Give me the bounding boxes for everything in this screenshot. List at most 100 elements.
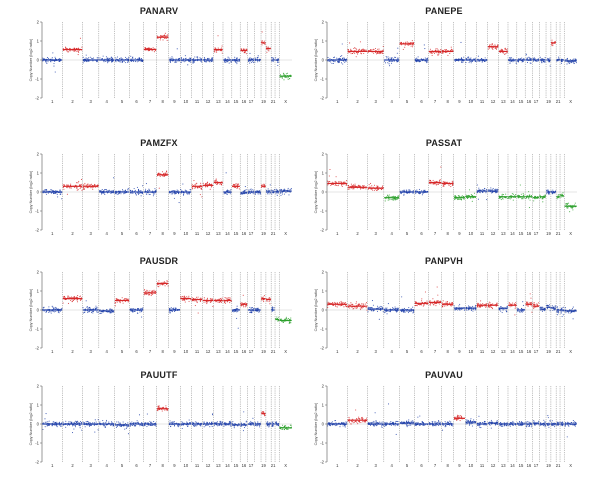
- data-point: [105, 61, 106, 62]
- data-point: [515, 302, 516, 303]
- data-point: [95, 308, 96, 309]
- chrom-label: X: [569, 231, 572, 236]
- data-point: [185, 297, 186, 298]
- data-point: [185, 55, 186, 56]
- data-point: [142, 185, 143, 186]
- data-point: [493, 188, 494, 189]
- data-point: [153, 290, 154, 291]
- data-point: [361, 49, 362, 50]
- data-point: [352, 185, 353, 186]
- data-point: [382, 307, 383, 308]
- data-point: [421, 298, 422, 299]
- data-point: [552, 45, 553, 46]
- data-point: [416, 189, 417, 190]
- data-point: [263, 301, 264, 302]
- data-point: [558, 195, 559, 196]
- data-point: [366, 302, 367, 303]
- data-point: [182, 184, 183, 185]
- data-point: [159, 173, 160, 174]
- data-point: [160, 38, 161, 39]
- data-point: [109, 309, 110, 310]
- data-point: [128, 188, 129, 189]
- data-point: [386, 196, 387, 197]
- data-point: [160, 35, 161, 36]
- data-point: [249, 53, 250, 54]
- data-point: [253, 190, 254, 191]
- data-point: [392, 61, 393, 62]
- data-point: [261, 187, 262, 188]
- chrom-label: 8: [161, 349, 164, 354]
- data-point: [164, 281, 165, 282]
- data-point: [421, 190, 422, 191]
- data-point: [351, 53, 352, 54]
- data-point: [163, 173, 164, 174]
- y-tick-label: 2: [322, 19, 325, 24]
- data-point: [77, 299, 78, 300]
- data-point: [212, 306, 213, 307]
- data-point: [281, 321, 282, 322]
- data-point: [139, 58, 140, 59]
- data-point: [246, 53, 247, 54]
- data-point: [119, 58, 120, 59]
- data-point: [193, 58, 194, 59]
- data-point: [449, 302, 450, 303]
- data-point: [190, 189, 191, 190]
- data-point: [360, 41, 361, 42]
- data-point: [149, 294, 150, 295]
- data-point: [198, 297, 199, 298]
- panel-title: PANARV: [20, 6, 298, 16]
- chrom-points-5: [400, 40, 415, 50]
- chrom-label: 19: [261, 99, 266, 104]
- data-point: [192, 62, 193, 63]
- data-point: [369, 307, 370, 308]
- data-point: [404, 47, 405, 48]
- data-point: [420, 61, 421, 62]
- data-point: [201, 189, 202, 190]
- data-point: [182, 296, 183, 297]
- data-point: [363, 303, 364, 304]
- data-point: [462, 62, 463, 63]
- chrom-label: 17: [249, 99, 254, 104]
- data-point: [81, 184, 82, 185]
- data-point: [416, 61, 417, 62]
- chrom-label: 14: [225, 231, 230, 236]
- chrom-points-22: [275, 57, 279, 66]
- data-point: [367, 311, 368, 312]
- data-point: [59, 190, 60, 191]
- data-point: [186, 190, 187, 191]
- data-point: [88, 61, 89, 62]
- chrom-label: 14: [225, 99, 230, 104]
- data-point: [358, 50, 359, 51]
- chrom-points-12: [488, 187, 498, 193]
- data-point: [380, 306, 381, 307]
- data-point: [120, 193, 121, 194]
- data-point: [216, 179, 217, 180]
- data-point: [258, 57, 259, 58]
- data-point: [517, 308, 518, 309]
- data-point: [89, 184, 90, 185]
- chrom-label: 4: [106, 349, 109, 354]
- chrom-label: 10: [469, 349, 474, 354]
- data-point: [494, 44, 495, 45]
- data-point: [230, 193, 231, 194]
- data-point: [77, 190, 78, 191]
- chrom-label: 4: [391, 99, 394, 104]
- data-point: [111, 312, 112, 313]
- data-point: [163, 35, 164, 36]
- data-point: [91, 58, 92, 59]
- data-point: [47, 61, 48, 62]
- data-point: [123, 193, 124, 194]
- data-point: [567, 204, 568, 205]
- data-point: [515, 308, 516, 309]
- chrom-label: 5: [406, 349, 409, 354]
- data-point: [174, 311, 175, 312]
- data-point: [363, 307, 364, 308]
- data-point: [177, 48, 178, 49]
- chrom-label: 3: [374, 99, 377, 104]
- data-point: [272, 311, 273, 312]
- data-point: [398, 308, 399, 309]
- data-point: [284, 194, 285, 195]
- data-point: [572, 209, 573, 210]
